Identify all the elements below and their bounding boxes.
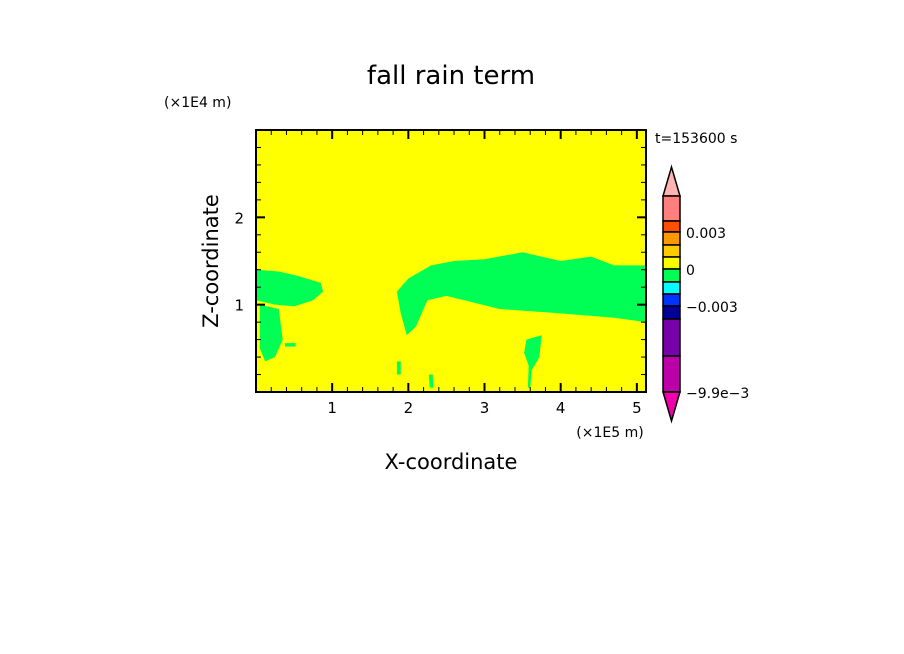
x-tick-label: 1	[327, 399, 337, 417]
contour-region-5	[396, 361, 401, 375]
colorbar-label-1: 0	[686, 263, 695, 279]
contour-region-0	[256, 269, 324, 307]
colorbar-segment-10	[662, 355, 681, 393]
colorbar-extend-bottom	[661, 391, 682, 424]
contour-regions	[256, 252, 646, 388]
colorbar-segment-4	[662, 256, 681, 270]
x-tick-label: 2	[404, 399, 414, 417]
contour-region-3	[396, 252, 646, 336]
colorbar-segment-6	[662, 281, 681, 295]
plot-frame	[255, 129, 647, 393]
colorbar-segment-5	[662, 268, 681, 283]
contour-region-4	[524, 335, 542, 388]
contour-region-2	[284, 343, 296, 347]
chart-title: fall rain term	[367, 61, 535, 91]
colorbar-segment-3	[662, 244, 681, 258]
colorbar-label-3: −9.9e−3	[686, 386, 749, 402]
time-label: t=153600 s	[655, 131, 737, 147]
colorbar-segment-9	[662, 318, 681, 357]
y-tick-label: 1	[234, 297, 244, 315]
colorbar-segment-8	[662, 305, 681, 320]
y-tick-label: 2	[234, 209, 244, 227]
x-tick-label: 4	[556, 399, 566, 417]
y-unit-label: (×1E4 m)	[164, 95, 231, 111]
colorbar-segment-7	[662, 293, 681, 307]
colorbar-extend-top	[661, 164, 682, 197]
x-unit-label: (×1E5 m)	[576, 425, 643, 441]
colorbar-label-0: 0.003	[686, 226, 726, 242]
axis-ticks	[256, 130, 646, 392]
colorbar-segment-1	[662, 220, 681, 233]
colorbar	[661, 164, 682, 424]
colorbar-segment-2	[662, 231, 681, 246]
x-tick-label: 3	[480, 399, 490, 417]
colorbar-label-2: −0.003	[686, 300, 738, 316]
contour-region-1	[259, 304, 283, 362]
x-axis-label: X-coordinate	[385, 450, 518, 474]
y-axis-label: Z-coordinate	[199, 194, 223, 328]
x-tick-label: 5	[632, 399, 642, 417]
colorbar-segment-0	[662, 195, 681, 222]
contour-region-6	[428, 374, 434, 388]
